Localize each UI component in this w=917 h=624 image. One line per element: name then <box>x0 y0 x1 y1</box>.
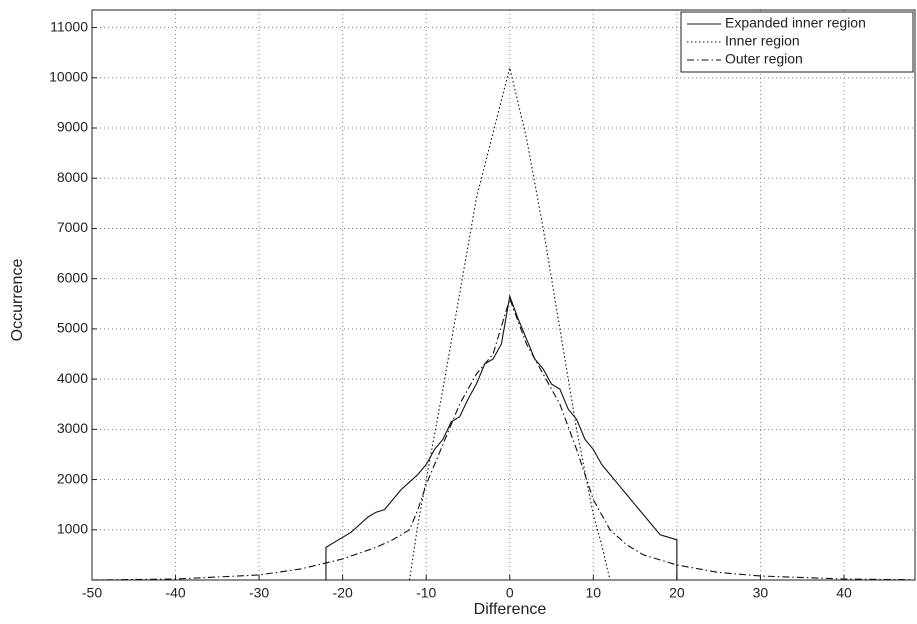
y-tick-label: 9000 <box>57 119 88 135</box>
y-tick-label: 10000 <box>49 69 88 85</box>
y-tick-label: 4000 <box>57 370 88 386</box>
y-tick-label: 6000 <box>57 269 88 285</box>
x-axis-label: Difference <box>474 601 547 618</box>
x-tick-label: -10 <box>416 585 436 601</box>
plot-frame <box>91 9 916 581</box>
y-tick-label: 5000 <box>57 320 88 336</box>
x-tick-label: -40 <box>165 585 185 601</box>
x-tick-label: 10 <box>586 585 602 601</box>
legend-label: Outer region <box>725 51 803 67</box>
data-line <box>91 297 911 581</box>
y-tick-label: 8000 <box>57 169 88 185</box>
y-tick-label: 1000 <box>57 520 88 536</box>
data-line <box>408 67 611 581</box>
legend-label: Expanded inner region <box>725 15 866 31</box>
y-axis-label: Occurrence <box>9 259 26 342</box>
x-tick-label: 40 <box>836 585 852 601</box>
data-line <box>325 294 678 580</box>
y-tick-label: 3000 <box>57 420 88 436</box>
x-tick-label: -20 <box>333 585 353 601</box>
x-tick-label: 30 <box>753 585 769 601</box>
y-tick-label: 7000 <box>57 219 88 235</box>
x-tick-label: -30 <box>249 585 269 601</box>
legend-label: Inner region <box>725 33 800 49</box>
x-tick-label: 0 <box>506 585 514 601</box>
x-tick-label: -50 <box>82 585 102 601</box>
y-tick-label: 11000 <box>50 18 88 34</box>
x-tick-label: 20 <box>669 585 685 601</box>
y-tick-label: 2000 <box>57 470 88 486</box>
